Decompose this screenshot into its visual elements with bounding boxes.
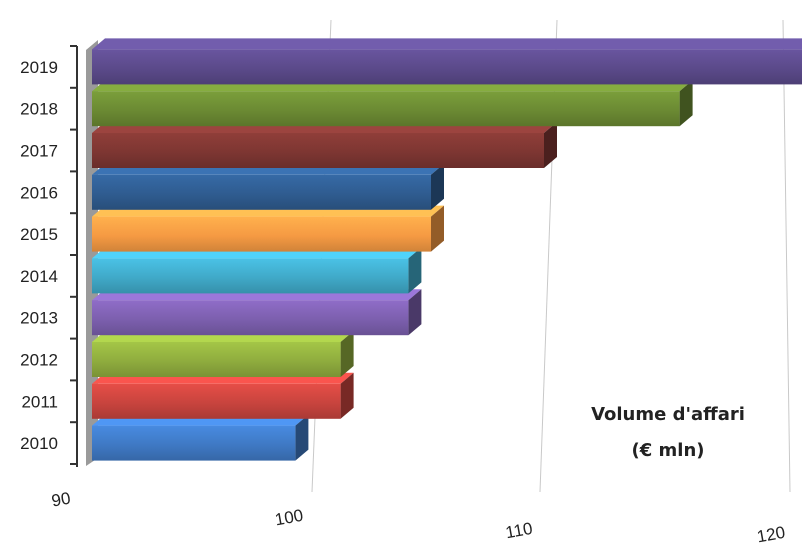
- category-label: 2018: [20, 100, 58, 119]
- category-label: 2013: [20, 309, 58, 328]
- bar-side-face: [544, 122, 557, 168]
- axis-title: Volume d'affari (€ mln): [591, 404, 745, 461]
- bar-front-face: [92, 174, 431, 210]
- bar-series: [92, 38, 802, 461]
- bar-side-face: [295, 414, 309, 461]
- bar-front-face: [92, 300, 409, 336]
- gridline: [782, 19, 791, 493]
- bar-front-face: [92, 425, 296, 461]
- bar-side-face: [408, 289, 422, 336]
- bar-side-face: [431, 205, 444, 252]
- bar-2010: [92, 414, 309, 461]
- bar-top-face: [92, 38, 802, 50]
- x-tick-label: 120: [755, 523, 786, 547]
- bar-front-face: [92, 49, 802, 85]
- category-label: 2019: [20, 58, 58, 77]
- x-tick-label: 90: [50, 489, 72, 511]
- bar-2018: [92, 80, 693, 127]
- bar-2011: [92, 372, 354, 419]
- bar-2013: [92, 289, 422, 336]
- category-label: 2014: [20, 267, 58, 286]
- bar-front-face: [92, 216, 431, 252]
- x-tick-label: 100: [273, 506, 304, 530]
- bar-front-face: [92, 342, 341, 377]
- y-axis: 2010 2011 2012 2013 2014 2015 2016 2017 2018 2019: [20, 45, 78, 467]
- x-axis-title: Volume d'affari: [591, 404, 745, 425]
- category-label: 2010: [20, 434, 58, 453]
- x-tick-label: 110: [504, 519, 534, 542]
- bar-2019: [92, 38, 802, 85]
- bar-side-face: [408, 247, 422, 294]
- category-label: 2011: [21, 392, 58, 411]
- bar-side-face: [340, 331, 354, 377]
- bar-2017: [92, 122, 557, 168]
- bar-side-face: [679, 80, 693, 127]
- x-axis: 90 100 110 120: [50, 489, 787, 547]
- category-label: 2017: [20, 142, 58, 161]
- x-axis-unit: (€ mln): [632, 440, 705, 461]
- bar-front-face: [92, 91, 680, 127]
- bar-side-face: [431, 163, 444, 210]
- category-label: 2015: [20, 225, 58, 244]
- bar-side-face: [340, 372, 354, 419]
- bar-2012: [92, 331, 354, 377]
- category-label: 2016: [20, 183, 58, 202]
- bar-front-face: [92, 258, 409, 294]
- bar-2014: [92, 247, 422, 294]
- bar-2015: [92, 205, 444, 252]
- bar-front-face: [92, 383, 341, 419]
- bar-2016: [92, 163, 444, 210]
- category-label: 2012: [20, 351, 58, 370]
- bar-front-face: [92, 133, 544, 168]
